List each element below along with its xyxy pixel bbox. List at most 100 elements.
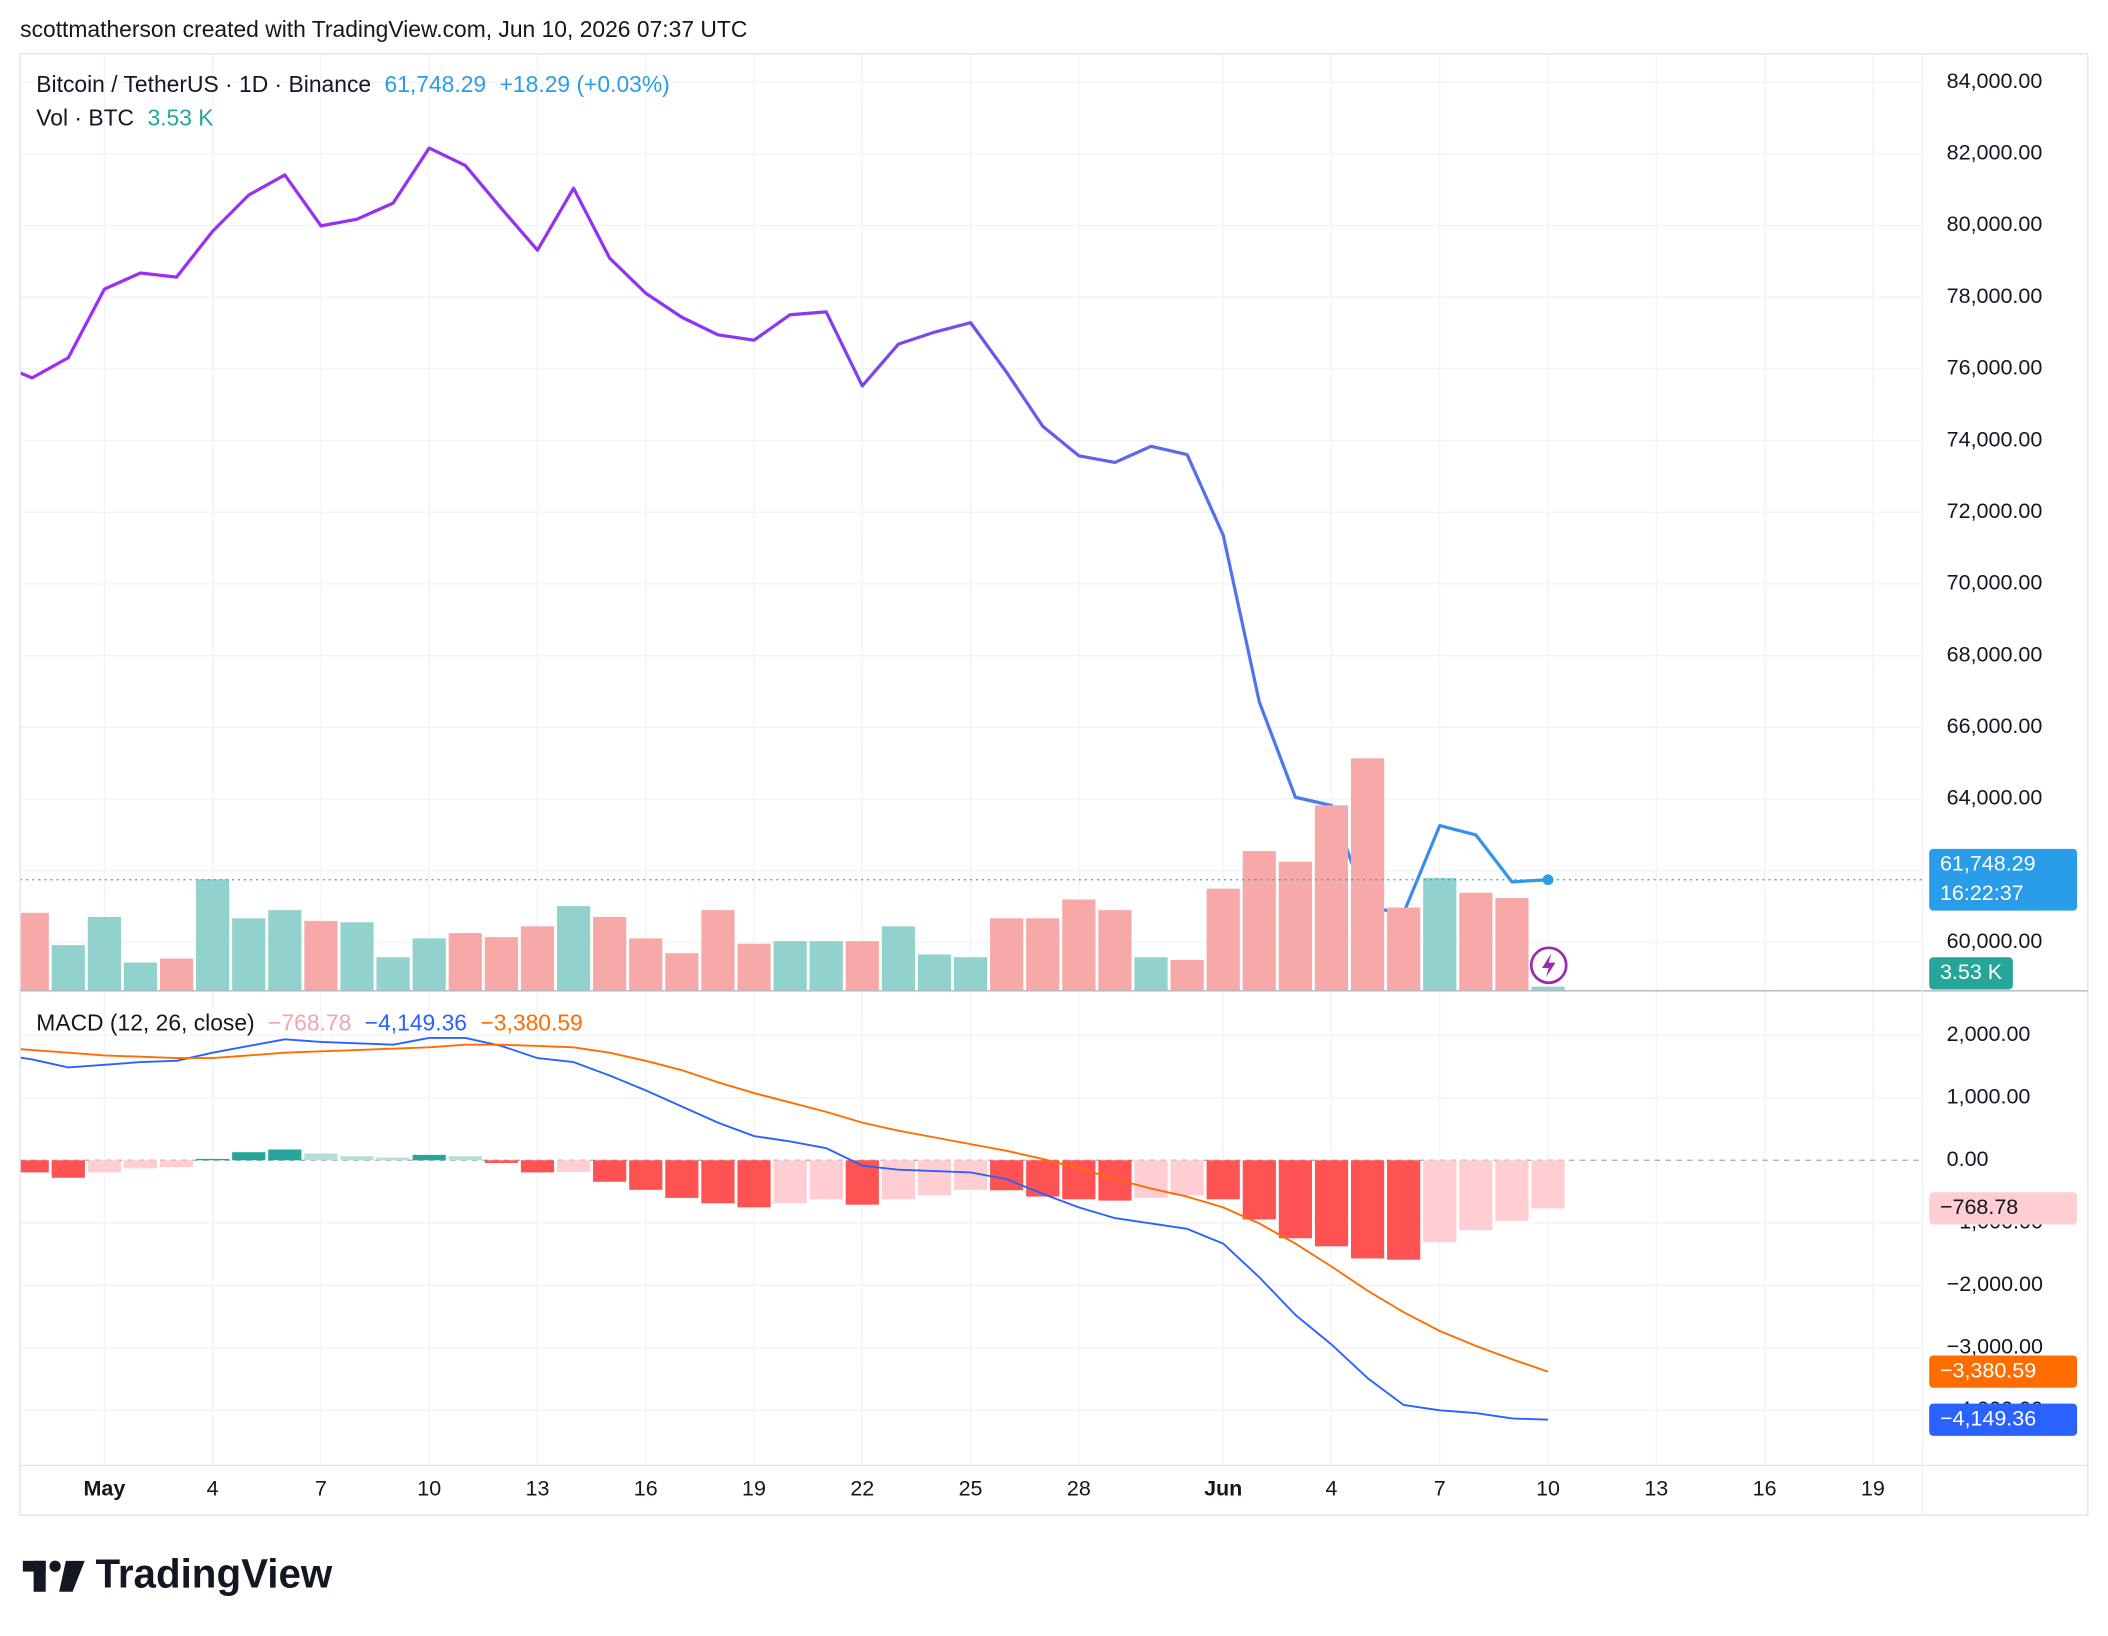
y-tick-label: 1,000.00 [1947, 1084, 2031, 1108]
histogram-bar [1026, 1160, 1060, 1197]
volume-bar [737, 943, 771, 991]
histogram-bar [809, 1160, 843, 1200]
volume-bar [159, 958, 194, 991]
volume-bar [20, 912, 49, 991]
histogram-badge-text: −768.78 [1940, 1195, 2018, 1219]
x-tick-label: 7 [315, 1476, 327, 1500]
price-badge [1929, 848, 2078, 911]
histogram-bar [1531, 1160, 1565, 1209]
volume-bar [87, 916, 121, 991]
line-badge-text: −4,149.36 [1940, 1406, 2036, 1430]
histogram-bar [881, 1160, 915, 1200]
volume-bar [1459, 892, 1493, 991]
y-tick-label: 70,000.00 [1947, 571, 2043, 595]
volume-bar [1242, 851, 1276, 991]
volume-bar [809, 941, 843, 991]
histogram-bar [737, 1160, 771, 1208]
labels-layer: 84,000.00 82,000.00 80,000.00 78,000.00 76,0… [36, 69, 2078, 1500]
x-tick-label: Jun [1204, 1476, 1242, 1500]
volume-bar [990, 918, 1024, 991]
histogram-bar [629, 1160, 663, 1190]
legend-title: MACD (12, 26, close) [36, 1009, 254, 1035]
series-line [20, 1036, 1549, 1421]
histogram-bar [159, 1160, 194, 1168]
volume-bar [1495, 898, 1529, 991]
legend-price: 61,748.29 [385, 71, 487, 97]
volume-bar [773, 941, 807, 991]
volume-bar [340, 922, 374, 991]
volume-bar [629, 938, 663, 991]
volume-bar [123, 962, 158, 991]
volume-bar [1314, 805, 1349, 991]
x-tick-label: 13 [1644, 1476, 1668, 1500]
histogram-bar [1170, 1160, 1204, 1196]
histogram-bar [340, 1156, 374, 1161]
volume-bar [1278, 861, 1312, 991]
volume-badge-text: 3.53 K [1940, 960, 2003, 984]
y-tick-label: 80,000.00 [1947, 212, 2043, 236]
series-line [20, 146, 1549, 915]
histogram-bar [1242, 1160, 1276, 1220]
frame [19, 53, 2089, 1516]
y-tick-label: 0.00 [1947, 1147, 1989, 1171]
y-tick-label: 76,000.00 [1947, 356, 2043, 380]
histogram-bar [593, 1160, 627, 1182]
volume-bar [232, 918, 266, 991]
y-tick-label: 74,000.00 [1947, 427, 2043, 451]
histogram-bar [196, 1158, 230, 1161]
y-tick-label: 72,000.00 [1947, 499, 2043, 523]
y-tick-label: 68,000.00 [1947, 642, 2043, 666]
histogram-bar [376, 1157, 410, 1161]
volume-bar [701, 910, 735, 991]
x-tick-label: 4 [207, 1476, 219, 1500]
x-tick-label: 25 [959, 1476, 983, 1500]
y-tick-label: −3,000.00 [1947, 1335, 2043, 1359]
histogram-bar [1495, 1160, 1529, 1221]
histogram-bar [87, 1160, 121, 1173]
x-tick-label: 4 [1325, 1476, 1337, 1500]
volume-bar [376, 957, 410, 991]
legend-change: +18.29 (+0.03%) [500, 71, 670, 97]
volume-bar [51, 945, 85, 991]
volume-bar [1206, 888, 1240, 991]
volume-bar [1350, 758, 1385, 991]
volume-bar [484, 937, 518, 991]
volume-bar [1062, 899, 1096, 991]
histogram-badge [1929, 1192, 2078, 1225]
y-tick-label: 66,000.00 [1947, 714, 2043, 738]
series-line [20, 1043, 1549, 1373]
histogram-bar [304, 1153, 338, 1161]
histogram-bar [990, 1160, 1024, 1191]
histogram-bar [412, 1154, 446, 1161]
histogram-bar [20, 1160, 49, 1173]
x-tick-label: 13 [526, 1476, 550, 1500]
histogram-bar [1134, 1160, 1168, 1198]
histogram-bar [268, 1149, 302, 1161]
legend-symbol: Bitcoin / TetherUS · 1D · Binance [36, 71, 371, 97]
line-badge-text: −3,380.59 [1940, 1358, 2036, 1382]
line-badge [1929, 1403, 2078, 1436]
volume-bar [1387, 907, 1421, 991]
histogram-bar [665, 1160, 699, 1198]
x-tick-label: 19 [742, 1476, 766, 1500]
histogram-bar [1459, 1160, 1493, 1231]
volume-bar [1531, 986, 1565, 991]
y-tick-label: 78,000.00 [1947, 284, 2043, 308]
volume-bar [1423, 877, 1457, 991]
logo-part [59, 1560, 85, 1592]
histogram-bar [556, 1160, 591, 1172]
volume-bar [1026, 918, 1060, 991]
last-price-dot [1542, 874, 1554, 886]
histogram-bar [1098, 1160, 1132, 1201]
histogram-bar [1350, 1160, 1385, 1259]
brand-logo [22, 1560, 85, 1592]
y-tick-label: 82,000.00 [1947, 140, 2043, 164]
legend-volume-value: 3.53 K [147, 105, 213, 131]
volume-bar [304, 920, 338, 991]
volume-bar [917, 954, 952, 991]
volume-bar [412, 938, 446, 991]
legend-value: −3,380.59 [480, 1009, 582, 1035]
volume-bar [881, 926, 915, 991]
histogram-bar [701, 1160, 735, 1204]
